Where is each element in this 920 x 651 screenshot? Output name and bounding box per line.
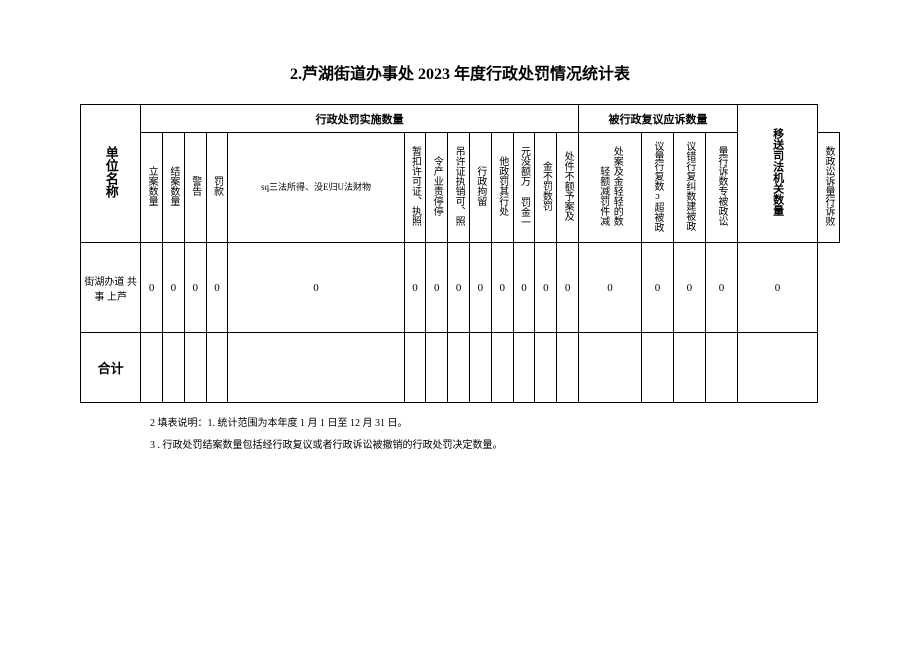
note-2: 3 . 行政处罚结案数量包括经行政复议或者行政诉讼被撤销的行政处罚决定数量。 xyxy=(150,435,840,457)
stats-table: 单位名称 行政处罚实施数量 被行政复议应诉数量 移送司法机关数量 立案数量 结案… xyxy=(80,104,840,403)
cell: 0 xyxy=(535,243,557,333)
col-h-11: 金不罚数罚 xyxy=(535,133,557,243)
note-1: 2 填表说明：1. 统计范围为本年度 1 月 1 日至 12 月 31 日。 xyxy=(150,413,840,435)
cell: 0 xyxy=(705,243,737,333)
cell: 0 xyxy=(228,243,404,333)
cell: 0 xyxy=(163,243,185,333)
cell xyxy=(579,333,642,403)
row-label: 街湖办道 共事 上芦 xyxy=(81,243,141,333)
cell xyxy=(705,333,737,403)
col-h-16: 议错行复纠数建被政 xyxy=(673,133,705,243)
cell xyxy=(491,333,513,403)
cell xyxy=(184,333,206,403)
cell: 0 xyxy=(491,243,513,333)
col-h-17: 量行诉数专被政讼 xyxy=(705,133,737,243)
cell: 0 xyxy=(141,243,163,333)
page-title: 2.芦湖街道办事处 2023 年度行政处罚情况统计表 xyxy=(80,60,840,84)
col-transfer: 移送司法机关数量 xyxy=(737,105,817,243)
col-h-2: 警告 xyxy=(184,133,206,243)
cell xyxy=(470,333,492,403)
cell xyxy=(557,333,579,403)
cell xyxy=(673,333,705,403)
cell xyxy=(206,333,228,403)
col-h-10: 元没额万 罚金一 xyxy=(513,133,535,243)
col-h-13-14: 轻额减罚件减 处案及金轻轻的数 xyxy=(579,133,642,243)
table-row: 街湖办道 共事 上芦 0 0 0 0 0 0 0 0 0 0 0 0 0 0 0… xyxy=(81,243,840,333)
cell: 0 xyxy=(426,243,448,333)
cell: 0 xyxy=(673,243,705,333)
col-h-6: 令产业责停停 xyxy=(426,133,448,243)
cell xyxy=(404,333,426,403)
cell: 0 xyxy=(737,243,817,333)
footnotes: 2 填表说明：1. 统计范围为本年度 1 月 1 日至 12 月 31 日。 3… xyxy=(150,413,840,457)
table-row-total: 合计 xyxy=(81,333,840,403)
col-unit: 单位名称 xyxy=(81,105,141,243)
cell xyxy=(737,333,817,403)
cell: 0 xyxy=(206,243,228,333)
cell: 0 xyxy=(641,243,673,333)
col-h-8: 行政拘留 xyxy=(470,133,492,243)
cell xyxy=(641,333,673,403)
cell: 0 xyxy=(579,243,642,333)
col-h-15: 议量行复数ɔ超被政 xyxy=(641,133,673,243)
cell xyxy=(535,333,557,403)
col-h-1: 结案数量 xyxy=(163,133,185,243)
col-h-7: 吊许证执销可、照 xyxy=(448,133,470,243)
cell: 0 xyxy=(470,243,492,333)
col-h-0: 立案数量 xyxy=(141,133,163,243)
cell: 0 xyxy=(448,243,470,333)
col-h-18: 数政讼诉量行诉败 xyxy=(818,133,840,243)
col-h-12: 处件不额予案及 xyxy=(557,133,579,243)
cell xyxy=(426,333,448,403)
cell: 0 xyxy=(557,243,579,333)
row-label-total: 合计 xyxy=(81,333,141,403)
cell xyxy=(513,333,535,403)
cell xyxy=(141,333,163,403)
col-h-3: 罚款 xyxy=(206,133,228,243)
group-review-count: 被行政复议应诉数量 xyxy=(579,105,738,133)
cell xyxy=(228,333,404,403)
cell: 0 xyxy=(404,243,426,333)
col-h-5: 暂扣许可证、执照 xyxy=(404,133,426,243)
col-h-9: 他政罚其行处 xyxy=(491,133,513,243)
cell xyxy=(448,333,470,403)
group-penalty-count: 行政处罚实施数量 xyxy=(141,105,579,133)
cell: 0 xyxy=(184,243,206,333)
col-h-4: sq三法所得、没E归U法财物 xyxy=(228,133,404,243)
cell xyxy=(163,333,185,403)
cell: 0 xyxy=(513,243,535,333)
